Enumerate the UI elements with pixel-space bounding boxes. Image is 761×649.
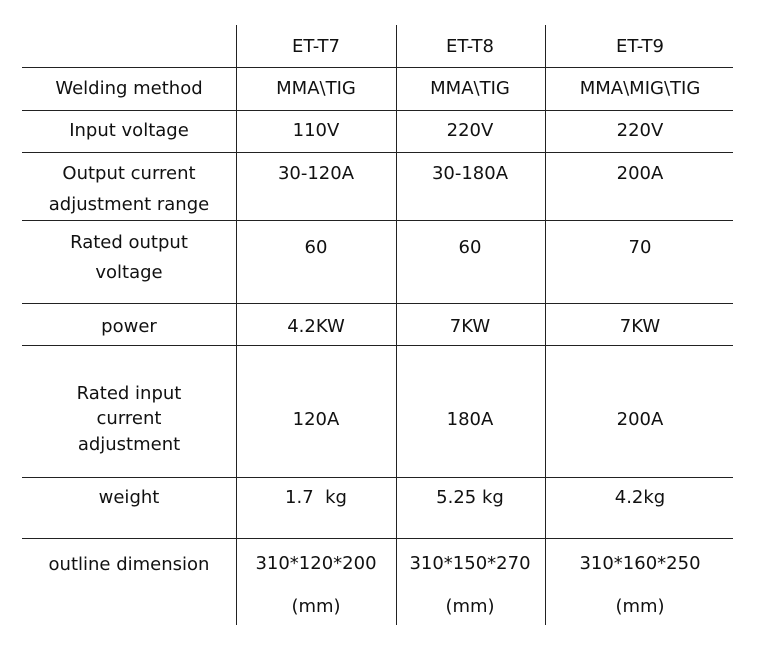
cell-value: (mm)	[445, 596, 494, 617]
cell-value: 60	[459, 237, 482, 258]
cell-value: MMA\MIG\TIG	[580, 78, 701, 99]
row-label: voltage	[95, 262, 162, 283]
cell-value: (mm)	[615, 596, 664, 617]
row-label: Welding method	[55, 78, 202, 99]
row-label: adjustment range	[49, 194, 209, 215]
column-header: ET-T7	[292, 36, 340, 57]
cell-value: 310*150*270	[409, 553, 530, 574]
row-label: current	[97, 408, 162, 429]
cell-value: 4.2kg	[615, 487, 665, 508]
cell-value: 180A	[447, 409, 494, 430]
row-label: Input voltage	[69, 120, 189, 141]
table-grid	[22, 25, 733, 625]
cell-value: 120A	[293, 409, 340, 430]
cell-value: 310*160*250	[579, 553, 700, 574]
cell-value: 200A	[617, 409, 664, 430]
cell-value: 60	[305, 237, 328, 258]
cell-value: 220V	[617, 120, 664, 141]
cell-value: 5.25 kg	[436, 487, 504, 508]
cell-value: MMA\TIG	[430, 78, 510, 99]
cell-value: 220V	[447, 120, 494, 141]
row-label: Output current	[62, 163, 195, 184]
cell-value: 200A	[617, 163, 664, 184]
row-label: weight	[99, 487, 160, 508]
row-label: outline dimension	[49, 554, 210, 575]
cell-value: 310*120*200	[255, 553, 376, 574]
cell-value: MMA\TIG	[276, 78, 356, 99]
cell-value: 30-120A	[278, 163, 355, 184]
cell-value: 70	[629, 237, 652, 258]
column-header: ET-T8	[446, 36, 494, 57]
row-label: adjustment	[78, 434, 180, 455]
cell-value: 4.2KW	[287, 316, 345, 337]
cell-value: 110V	[293, 120, 340, 141]
cell-value: 30-180A	[432, 163, 509, 184]
cell-value: 1.7 kg	[285, 487, 347, 508]
row-label: Rated input	[77, 383, 182, 404]
row-label: power	[101, 316, 157, 337]
cell-value: (mm)	[291, 596, 340, 617]
cell-value: 7KW	[620, 316, 661, 337]
column-header: ET-T9	[616, 36, 664, 57]
row-label: Rated output	[70, 232, 188, 253]
cell-value: 7KW	[450, 316, 491, 337]
